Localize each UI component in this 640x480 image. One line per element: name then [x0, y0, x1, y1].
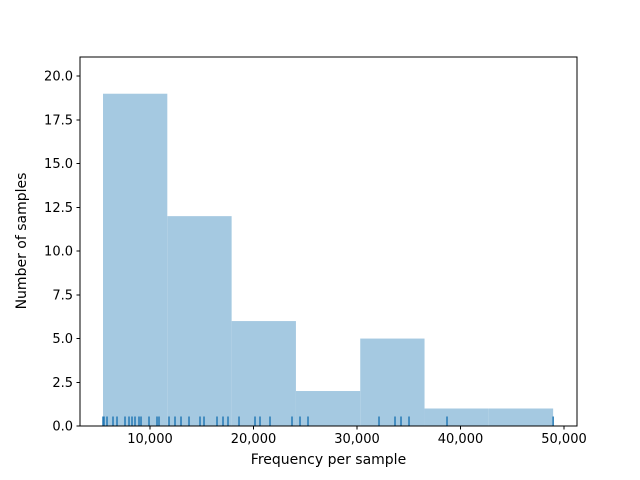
- histogram-bar: [167, 216, 232, 426]
- y-axis-label: Number of samples: [14, 172, 30, 310]
- histogram-bar: [103, 93, 168, 426]
- plot-border: [79, 56, 578, 427]
- x-tick-label: 20,000: [231, 432, 277, 447]
- x-axis-label: Frequency per sample: [250, 452, 407, 468]
- y-tick-label: 15.0: [44, 157, 73, 172]
- x-tick-label: 40,000: [438, 432, 484, 447]
- y-tick-label: 12.5: [44, 201, 73, 216]
- y-tick-label: 17.5: [44, 113, 73, 128]
- y-tick-label: 5.0: [52, 332, 73, 347]
- histogram-bar: [231, 321, 296, 426]
- histogram-bar: [295, 391, 361, 426]
- histogram-bar: [488, 408, 554, 426]
- x-tick-label: 30,000: [334, 432, 380, 447]
- histogram-bar: [424, 408, 489, 426]
- y-tick-label: 10.0: [44, 245, 73, 260]
- y-tick-label: 0.0: [52, 420, 73, 435]
- histogram-bar: [360, 338, 425, 426]
- y-tick-label: 7.5: [52, 288, 73, 303]
- y-tick-label: 2.5: [52, 376, 73, 391]
- x-tick-label: 50,000: [541, 432, 587, 447]
- y-tick-label: 20.0: [44, 70, 73, 85]
- x-tick-label: 10,000: [127, 432, 173, 447]
